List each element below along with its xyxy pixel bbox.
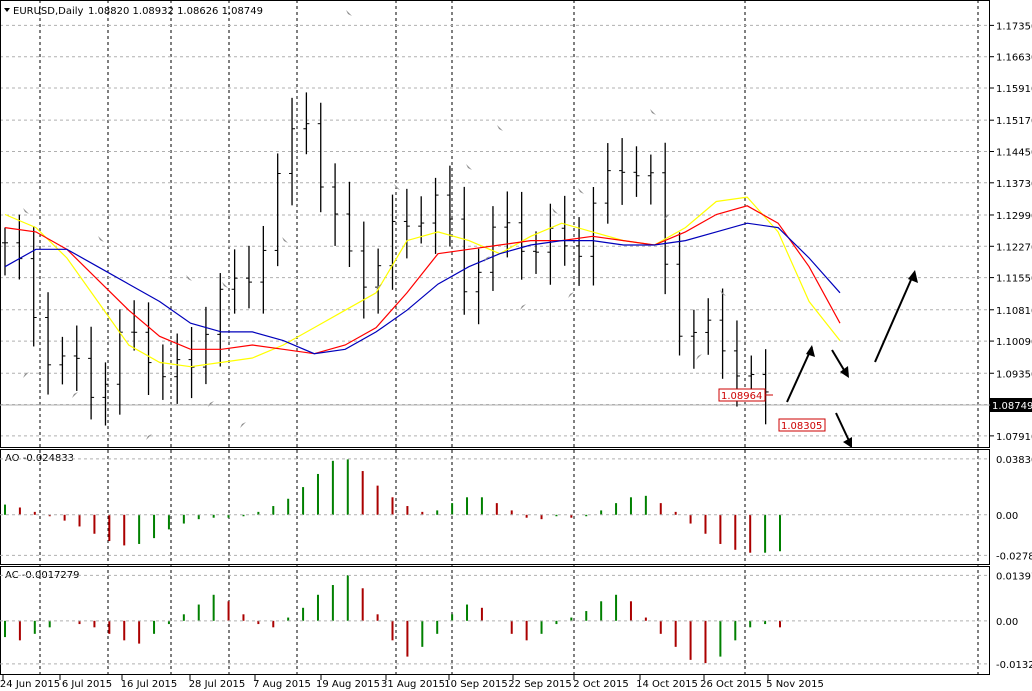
- ohlc-label: 1.08820 1.08932 1.08626 1.08749: [88, 6, 263, 17]
- date-label: 2 Oct 2015: [573, 679, 628, 690]
- price-tick-label: 1.13730: [996, 179, 1032, 190]
- fractal-down-marker: [696, 354, 702, 360]
- price-tick-label: 1.16630: [996, 53, 1032, 64]
- ac-tick-label: -0.013246: [996, 660, 1032, 671]
- arrowhead: [840, 366, 849, 378]
- date-label: 26 Oct 2015: [700, 679, 762, 690]
- price-tick-label: 1.10810: [996, 306, 1032, 317]
- fractal-down-marker: [376, 284, 382, 290]
- label-box-2: [778, 418, 826, 432]
- moving-average-line: [4, 196, 841, 368]
- date-label: 7 Aug 2015: [253, 679, 311, 690]
- arrowhead: [908, 270, 918, 283]
- fractal-down-marker: [23, 372, 29, 378]
- arrowhead: [806, 345, 815, 357]
- dropdown-icon[interactable]: [4, 8, 10, 12]
- fractal-up-marker: [186, 275, 192, 281]
- moving-averages: [4, 196, 841, 368]
- fractal-down-marker: [664, 214, 670, 220]
- moving-average-line: [4, 205, 841, 355]
- price-bars: [2, 92, 769, 426]
- price-tick-label: 1.15910: [996, 84, 1032, 95]
- fractal-up-marker: [98, 236, 104, 242]
- price-tick-label: 1.10090: [996, 337, 1032, 348]
- ac-tick-label: 0.013978: [996, 571, 1032, 582]
- price-tick-label: 1.12990: [996, 211, 1032, 222]
- price-tick-label: 1.12270: [996, 242, 1032, 253]
- date-axis: 24 Jun 2015 6 Jul 2015 16 Jul 2015 28 Jul 2…: [0, 675, 824, 690]
- price-tick-label: 1.11550: [996, 274, 1032, 285]
- arrow-up-1: [786, 346, 813, 403]
- symbol-label: EURUSD,Daily: [13, 6, 84, 17]
- arrow-up-2: [874, 272, 915, 363]
- main-panel-frame: [0, 0, 990, 448]
- price-tick-label: 1.07910: [996, 432, 1032, 443]
- fractal-up-marker: [578, 188, 584, 194]
- fractal-up-marker: [222, 282, 228, 288]
- date-label: 24 Jun 2015: [0, 679, 60, 690]
- fractal-down-marker: [72, 392, 78, 398]
- fractal-down-marker: [146, 434, 152, 440]
- ao-tick-label: -0.02784: [996, 551, 1032, 562]
- price-label-1: 1.08964: [721, 391, 762, 402]
- date-label: 31 Aug 2015: [381, 679, 445, 690]
- current-price-box: [990, 398, 1032, 412]
- fractal-up-marker: [282, 237, 288, 243]
- fractal-up-marker: [650, 109, 656, 115]
- ao-tick-label: 0.00: [996, 511, 1018, 522]
- date-label: 6 Jul 2015: [62, 679, 112, 690]
- ao-panel-frame: [0, 449, 990, 565]
- fractal-down-marker: [484, 256, 490, 262]
- ao-label: AO -0.024833: [5, 453, 74, 464]
- chart-header: EURUSD,Daily 1.08820 1.08932 1.08626 1.0…: [4, 6, 263, 17]
- moving-average-line: [4, 222, 841, 355]
- current-price-text: 1.08749: [992, 401, 1032, 412]
- date-label: 14 Oct 2015: [636, 679, 698, 690]
- date-label: 16 Jul 2015: [121, 679, 178, 690]
- fractals: [23, 10, 726, 440]
- current-price-tag: 1.08749: [990, 398, 1032, 412]
- ao-tick-label: 0.038307: [996, 455, 1032, 466]
- fractal-up-marker: [346, 10, 352, 16]
- price-tick-label: 1.14450: [996, 147, 1032, 158]
- fractal-down-marker: [568, 292, 574, 298]
- price-labels: 1.08964 1.08305: [718, 388, 826, 432]
- gridlines: [0, 0, 990, 675]
- price-tick-label: 1.15170: [996, 116, 1032, 127]
- price-tick-label: 1.09350: [996, 369, 1032, 380]
- price-label-2: 1.08305: [781, 421, 822, 432]
- price-tick-label: 1.17350: [996, 21, 1032, 32]
- fractal-up-marker: [23, 208, 29, 214]
- arrowhead: [843, 437, 852, 448]
- ao-panel: AO -0.024833 0.038307 0.00 -0.02784: [0, 453, 1032, 562]
- fractal-down-marker: [208, 401, 214, 407]
- ac-panel: AC -0.0017279 0.0139780.00-0.013246: [0, 570, 1032, 671]
- fractal-up-marker: [394, 184, 400, 190]
- forecast-arrows: [786, 270, 918, 448]
- date-label: 28 Jul 2015: [189, 679, 246, 690]
- fractal-down-marker: [520, 304, 526, 310]
- fractal-down-marker: [240, 422, 246, 428]
- date-label: 10 Sep 2015: [444, 679, 507, 690]
- fractal-up-marker: [497, 125, 503, 131]
- date-label: 5 Nov 2015: [766, 679, 824, 690]
- fractal-up-marker: [552, 208, 558, 214]
- label-box-1: [718, 388, 766, 402]
- fractal-up-marker: [466, 164, 472, 170]
- fractal-up-marker: [720, 290, 726, 296]
- date-label: 19 Aug 2015: [316, 679, 380, 690]
- date-label: 22 Sep 2015: [508, 679, 571, 690]
- ac-tick-label: 0.00: [996, 617, 1018, 628]
